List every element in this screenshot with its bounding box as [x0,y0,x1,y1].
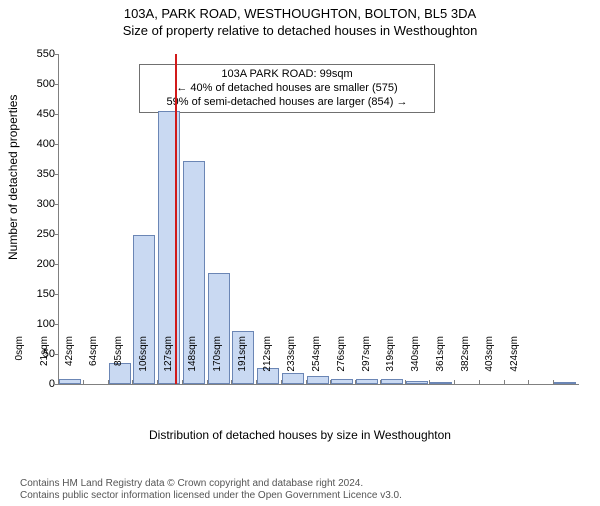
x-tick-label: 21sqm [39,336,50,384]
y-tick-mark [55,234,59,235]
x-tick-mark [207,380,208,384]
x-tick-label: 254sqm [311,336,322,384]
x-tick-mark [405,380,406,384]
y-tick-label: 250 [19,228,55,240]
x-tick-label: 106sqm [138,336,149,384]
y-tick-mark [55,114,59,115]
x-tick-label: 42sqm [64,336,75,384]
x-tick-label: 85sqm [113,336,124,384]
y-tick-mark [55,204,59,205]
x-tick-label: 170sqm [212,336,223,384]
x-tick-label: 276sqm [336,336,347,384]
x-tick-label: 127sqm [163,336,174,384]
x-tick-mark [256,380,257,384]
y-tick-label: 300 [19,198,55,210]
y-tick-label: 550 [19,48,55,60]
x-tick-mark [330,380,331,384]
y-tick-label: 350 [19,168,55,180]
y-tick-mark [55,354,59,355]
x-tick-label: 0sqm [14,336,25,384]
x-tick-mark [504,380,505,384]
y-tick-mark [55,144,59,145]
y-tick-label: 400 [19,138,55,150]
x-tick-label: 148sqm [187,336,198,384]
y-tick-label: 150 [19,288,55,300]
x-tick-label: 382sqm [460,336,471,384]
chart-title-main: 103A, PARK ROAD, WESTHOUGHTON, BOLTON, B… [0,6,600,21]
x-tick-mark [380,380,381,384]
y-tick-label: 450 [19,108,55,120]
x-tick-label: 297sqm [361,336,372,384]
x-tick-mark [355,380,356,384]
x-tick-mark [58,380,59,384]
x-tick-label: 64sqm [88,336,99,384]
x-tick-mark [306,380,307,384]
x-tick-label: 191sqm [237,336,248,384]
x-tick-label: 340sqm [410,336,421,384]
x-tick-mark [479,380,480,384]
x-tick-label: 212sqm [262,336,273,384]
annotation-box: 103A PARK ROAD: 99sqm ← 40% of detached … [139,64,435,113]
y-tick-label: 500 [19,78,55,90]
x-tick-mark [132,380,133,384]
y-tick-mark [55,324,59,325]
histogram-bar [554,382,576,384]
x-tick-mark [528,380,529,384]
x-tick-label: 319sqm [385,336,396,384]
y-tick-mark [55,384,59,385]
y-tick-label: 200 [19,258,55,270]
x-tick-label: 233sqm [286,336,297,384]
chart-container: Number of detached properties 103A PARK … [0,50,600,450]
x-tick-mark [281,380,282,384]
annotation-line3: 59% of semi-detached houses are larger (… [146,96,428,110]
x-tick-label: 361sqm [435,336,446,384]
y-axis-label: Number of detached properties [6,95,20,260]
footer-line1: Contains HM Land Registry data © Crown c… [20,478,402,490]
chart-title-sub: Size of property relative to detached ho… [0,23,600,38]
y-tick-mark [55,264,59,265]
x-tick-mark [157,380,158,384]
x-tick-mark [182,380,183,384]
y-tick-mark [55,174,59,175]
x-tick-mark [83,380,84,384]
y-tick-mark [55,54,59,55]
annotation-line1: 103A PARK ROAD: 99sqm [146,68,428,82]
x-axis-label: Distribution of detached houses by size … [0,428,600,442]
x-tick-mark [553,380,554,384]
x-tick-mark [454,380,455,384]
x-tick-mark [108,380,109,384]
footer-credits: Contains HM Land Registry data © Crown c… [20,478,402,502]
marker-line [175,54,177,384]
x-tick-label: 424sqm [509,336,520,384]
annotation-line2: ← 40% of detached houses are smaller (57… [146,82,428,96]
y-tick-mark [55,84,59,85]
x-tick-label: 403sqm [484,336,495,384]
y-tick-mark [55,294,59,295]
x-tick-mark [231,380,232,384]
y-tick-label: 100 [19,318,55,330]
x-tick-mark [429,380,430,384]
footer-line2: Contains public sector information licen… [20,490,402,502]
